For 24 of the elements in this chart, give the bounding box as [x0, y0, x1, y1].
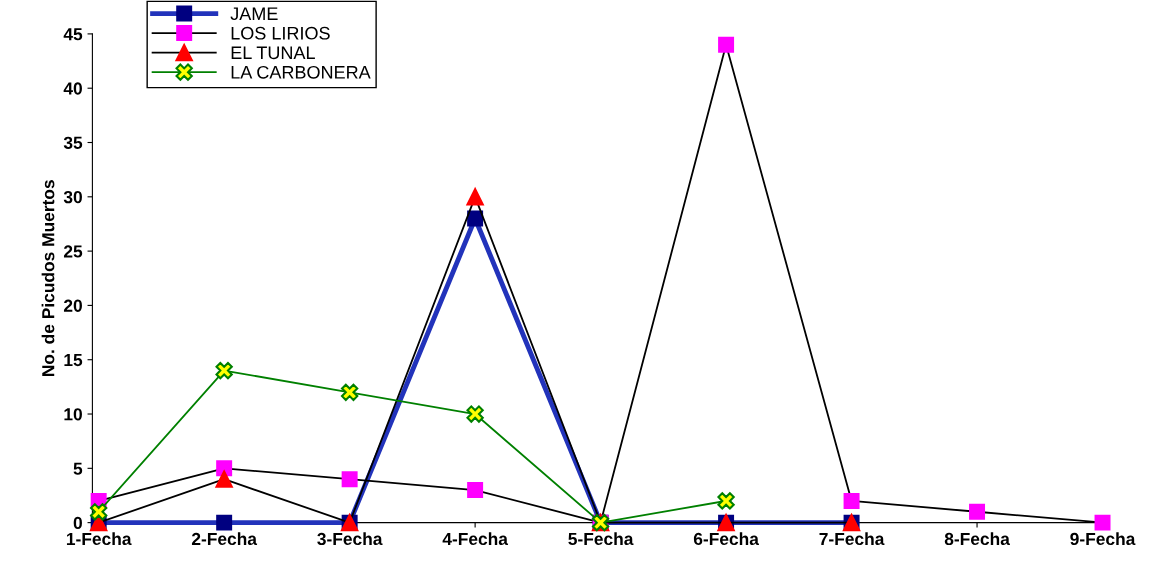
y-tick-label: 25 — [63, 245, 83, 258]
y-tick-label: 30 — [63, 190, 82, 204]
legend-label: EL TUNAL — [231, 46, 315, 60]
legend-label: JAME — [230, 7, 278, 21]
y-tick-label: 40 — [63, 82, 82, 95]
legend-label: LOS LIRIOS — [231, 26, 330, 40]
legend-label: LA CARBONERA — [231, 65, 371, 79]
y-tick-label: 5 — [73, 462, 83, 475]
x-tick-label: 6-Fecha — [693, 532, 759, 546]
y-tick-label: 35 — [63, 136, 83, 149]
y-tick-label: 10 — [64, 408, 82, 421]
y-tick-label: 0 — [73, 516, 82, 530]
x-tick-label: 1-Fecha — [66, 532, 132, 546]
x-tick-label: 3-Fecha — [317, 532, 383, 546]
x-tick-label: 4-Fecha — [442, 532, 509, 546]
y-axis-title: No. de Picudos Muertos — [41, 180, 55, 376]
x-tick-label: 5-Fecha — [568, 532, 634, 546]
y-tick-label: 20 — [63, 299, 82, 312]
x-tick-label: 9-Fecha — [1070, 532, 1136, 546]
y-tick-label: 15 — [64, 354, 83, 367]
x-tick-label: 7-Fecha — [819, 532, 885, 546]
x-tick-label: 8-Fecha — [944, 532, 1010, 546]
y-tick-label: 45 — [63, 28, 83, 41]
x-tick-label: 2-Fecha — [191, 532, 258, 546]
